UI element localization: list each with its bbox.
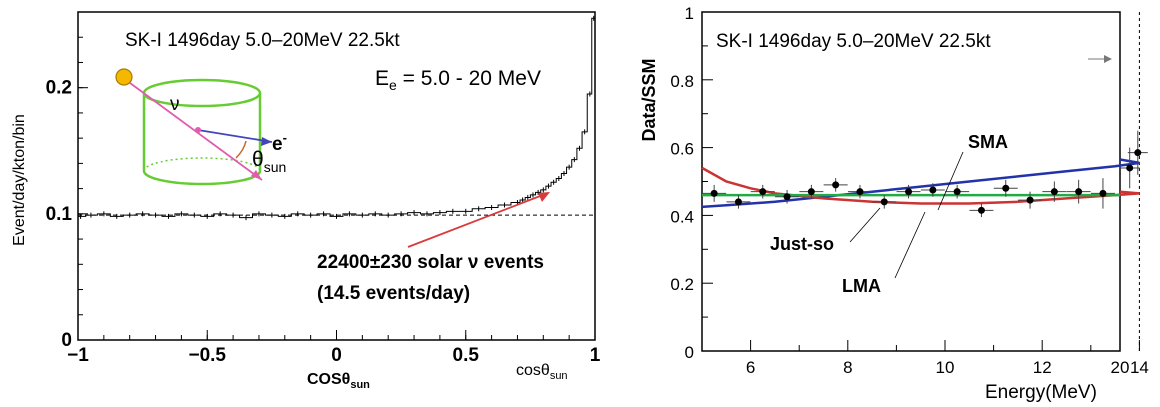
- data-point: [1002, 184, 1010, 192]
- data-point: [832, 181, 840, 189]
- data-point: [807, 188, 815, 196]
- left-y-tick-label: 0.1: [46, 204, 73, 225]
- left-histogram: [78, 15, 595, 221]
- data-point: [1099, 189, 1107, 197]
- right-data-points: [702, 130, 1148, 218]
- tank-bottom-back: [143, 157, 261, 172]
- electron-arrow: [197, 129, 273, 143]
- right-y-axis-label: Data/SSM: [639, 58, 659, 141]
- cutoff-arrowhead: [1104, 55, 1112, 63]
- right-y-tick-label: 0.6: [670, 140, 694, 159]
- electron-label: e-: [272, 130, 287, 155]
- right-x-tick-label: 8: [843, 358, 852, 377]
- left-x-tick-label: 0: [331, 345, 342, 366]
- annotation-arrowhead: [538, 192, 550, 202]
- data-point: [734, 198, 742, 206]
- left-x-axis-label: cosθsun: [516, 362, 568, 382]
- right-chart-title: SK-I 1496day 5.0–20MeV 22.5kt: [716, 31, 991, 52]
- lma-label: LMA: [842, 276, 881, 296]
- left-y-axis-label: Event/day/kton/bin: [11, 114, 28, 246]
- left-chart-title: SK-I 1496day 5.0–20MeV 22.5kt: [125, 30, 400, 51]
- left-y-tick-label: 0.2: [46, 78, 72, 99]
- nu-label: ν: [170, 94, 180, 115]
- model-curve-sma: [701, 158, 1140, 209]
- theta-arc: [235, 140, 247, 159]
- data-point: [1075, 188, 1083, 196]
- data-point: [880, 198, 888, 206]
- sun-icon: [115, 68, 133, 86]
- left-x-tick-label: −1: [67, 345, 89, 366]
- data-point: [710, 189, 718, 197]
- left-y-tick-label: 0: [61, 330, 72, 351]
- theta-sun-label: θsun: [252, 148, 286, 175]
- electron-arrowhead: [261, 137, 272, 146]
- right-plot-frame: [701, 11, 1121, 352]
- right-y-tick-label: 0.2: [670, 275, 694, 294]
- interaction-point: [195, 127, 201, 133]
- data-point: [783, 193, 791, 201]
- right-x-tick-label: 10: [936, 358, 955, 377]
- data-point: [953, 188, 961, 196]
- data-point: [977, 206, 985, 214]
- left-x-tick-label: 1: [590, 345, 601, 366]
- right-y-tick-label: 0: [685, 343, 694, 362]
- just-so-label: Just-so: [770, 234, 834, 254]
- data-point: [1126, 164, 1134, 172]
- annotation-events: 22400±230 solar ν events: [317, 252, 544, 273]
- left-x-axis-orange-label: COSθsun: [307, 371, 370, 391]
- just-so-pointer: [849, 207, 881, 243]
- right-x-tick-label: 14: [1130, 358, 1149, 377]
- left-x-tick-label: 0.5: [453, 345, 480, 366]
- annotation-rate: (14.5 events/day): [317, 283, 470, 304]
- right-x-tick-label: 12: [1033, 358, 1052, 377]
- right-y-tick-label: 0.4: [670, 207, 694, 226]
- data-point: [905, 188, 913, 196]
- right-model-curves: [701, 158, 1140, 209]
- annotation-arrow: [407, 192, 549, 248]
- data-point: [1050, 188, 1058, 196]
- right-y-tick-label: 1: [685, 4, 694, 23]
- sma-pointer: [937, 151, 964, 211]
- detector-diagram: ν e- θsun: [115, 68, 287, 186]
- right-y-tick-label: 0.8: [670, 72, 694, 91]
- right-x-tick-label: 6: [746, 358, 755, 377]
- histogram-line: [78, 17, 595, 219]
- left-chart: −1 −0.5 0 0.5 1 0 0.1 0.2 SK-I 1496day 5.0–20Me…: [11, 11, 601, 391]
- data-point: [929, 186, 937, 194]
- neutrino-arrowhead: [251, 170, 262, 180]
- energy-range-label: Ee = 5.0 - 20 MeV: [375, 67, 541, 93]
- left-x-tick-label: −0.5: [188, 345, 226, 366]
- lma-pointer: [894, 211, 926, 279]
- right-x-axis-label: Energy(MeV): [985, 382, 1097, 403]
- data-point: [1134, 149, 1142, 157]
- sma-label: SMA: [968, 132, 1008, 152]
- data-point: [1026, 196, 1034, 204]
- data-point: [759, 188, 767, 196]
- left-axes: −1 −0.5 0 0.5 1 0 0.1 0.2: [46, 11, 601, 366]
- left-plot-frame: [77, 11, 596, 341]
- data-point: [856, 188, 864, 196]
- right-x-tick-label: 20: [1111, 358, 1130, 377]
